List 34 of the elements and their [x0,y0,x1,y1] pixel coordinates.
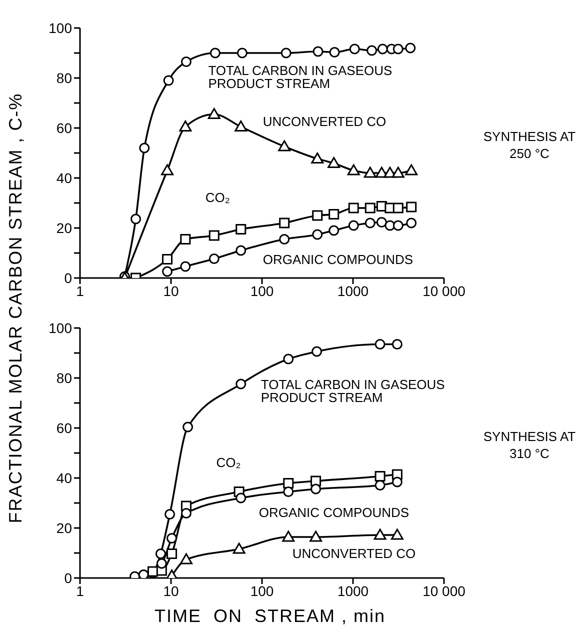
y-tick-label: 80 [56,370,72,386]
x-tick-label: 10 000 [422,582,466,599]
y-tick-label: 100 [48,20,72,36]
x-tick-label: 1 [76,582,84,599]
series-label: TOTAL CARBON IN GASEOUS PRODUCT STREAM [260,377,445,405]
y-tick-label: 100 [48,320,72,336]
series-label: CO₂ [205,190,230,206]
y-tick-label: 0 [64,570,72,586]
y-axis-title: FRACTIONAL MOLAR CARBON STREAM , C-% [6,92,26,524]
x-axis-title: TIME ON STREAM , min [154,606,386,626]
y-tick-label: 0 [64,270,72,286]
y-tick-label: 40 [56,470,72,486]
x-tick-label: 1000 [337,282,369,299]
series-label: TOTAL CARBON IN GASEOUS PRODUCT STREAM [208,62,392,91]
y-tick-label: 40 [56,170,72,186]
x-tick-label: 100 [250,582,274,599]
series-label: CO₂ [216,455,241,470]
text: SYNTHESIS AT 310 °C [483,429,576,461]
y-tick-label: 60 [56,120,72,136]
x-tick-label: 100 [250,282,274,299]
x-tick-label: 1 [76,282,84,299]
y-tick-label: 60 [56,420,72,436]
x-tick-label: 10 [163,282,179,299]
y-tick-label: 20 [56,220,72,236]
x-tick-label: 10 [163,582,179,599]
y-tick-label: 20 [56,520,72,536]
y-tick-label: 80 [56,70,72,86]
series-label: ORGANIC COMPOUNDS [258,505,410,520]
x-tick-label: 1000 [337,582,369,599]
series-label: UNCONVERTED CO [292,546,416,561]
x-tick-label: 10 000 [422,282,466,299]
series-label: UNCONVERTED CO [262,114,386,129]
text: SYNTHESIS AT 250 °C [483,129,576,161]
series-label: ORGANIC COMPOUNDS [262,252,414,266]
